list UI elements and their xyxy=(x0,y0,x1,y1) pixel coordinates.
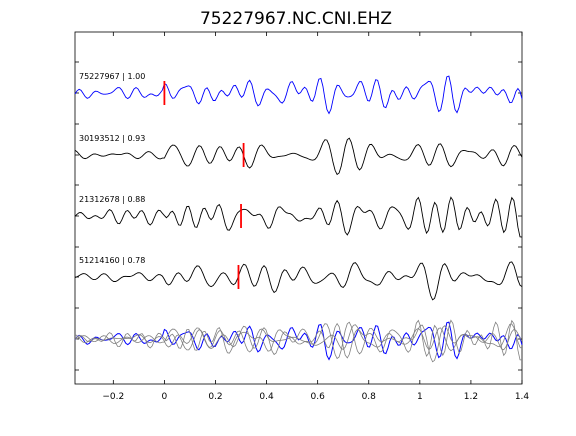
series-line xyxy=(74,196,523,238)
x-tick-label: 1 xyxy=(417,392,423,402)
overlay-line xyxy=(74,319,523,361)
series-label: 21312678 | 0.88 xyxy=(79,195,145,204)
x-tick-label: 1.4 xyxy=(515,392,530,402)
x-tick-label: 0.4 xyxy=(259,392,274,402)
series-line xyxy=(74,75,523,115)
series-label: 51214160 | 0.78 xyxy=(79,256,145,265)
trace-rows: 75227967 | 1.00 30193512 | 0.93 21312678 |… xyxy=(74,61,523,371)
x-tick-label: 0.6 xyxy=(310,392,325,402)
series-label: 75227967 | 1.00 xyxy=(79,72,145,81)
chart-title: 75227967.NC.CNI.EHZ xyxy=(200,9,392,29)
overlay-line xyxy=(74,321,523,360)
series-line xyxy=(74,261,523,301)
x-tick-label: 0 xyxy=(162,392,168,402)
x-tick-label: 0.8 xyxy=(362,392,377,402)
series-label: 30193512 | 0.93 xyxy=(79,134,145,143)
overlay-line xyxy=(74,321,523,361)
overlay-line xyxy=(74,323,523,363)
x-tick-label: 1.2 xyxy=(464,392,478,402)
x-tick-label: 0.2 xyxy=(208,392,222,402)
series-line xyxy=(74,137,523,176)
axes-frame xyxy=(74,31,523,385)
x-tick-label: −0.2 xyxy=(102,392,124,402)
x-axis: −0.2 0 0.2 0.4 0.6 0.8 1 1.2 1.4 xyxy=(102,32,529,402)
